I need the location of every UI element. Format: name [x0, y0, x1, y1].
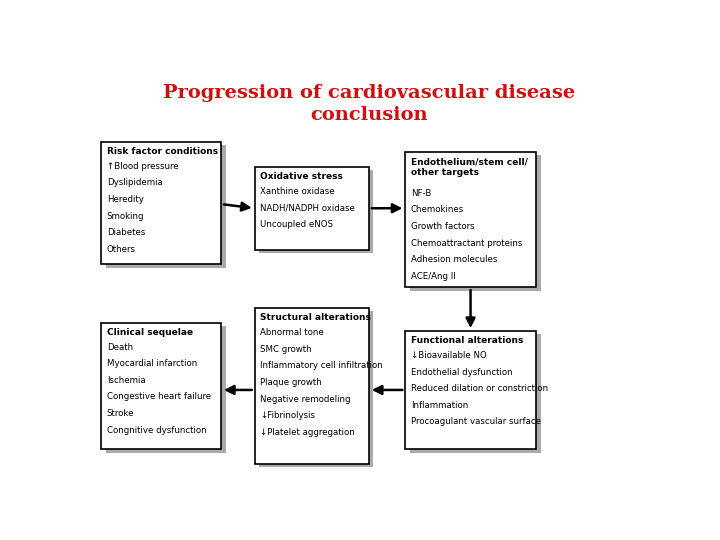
- Text: Congestive heart failure: Congestive heart failure: [107, 393, 211, 401]
- Text: Chemoattractant proteins: Chemoattractant proteins: [411, 239, 522, 248]
- Text: Progression of cardiovascular disease
conclusion: Progression of cardiovascular disease co…: [163, 84, 575, 124]
- Bar: [106, 326, 225, 453]
- Text: Inflammation: Inflammation: [411, 401, 468, 410]
- Text: Xanthine oxidase: Xanthine oxidase: [260, 187, 335, 195]
- Text: ↓Platelet aggregation: ↓Platelet aggregation: [260, 428, 355, 437]
- Text: Negative remodeling: Negative remodeling: [260, 395, 351, 403]
- Text: ACE/Ang II: ACE/Ang II: [411, 272, 456, 281]
- Text: Myocardial infarction: Myocardial infarction: [107, 359, 197, 368]
- Text: Smoking: Smoking: [107, 212, 144, 220]
- Text: Functional alterations: Functional alterations: [411, 336, 523, 345]
- Text: Chemokines: Chemokines: [411, 205, 464, 214]
- Bar: [410, 156, 541, 291]
- Text: Ischemia: Ischemia: [107, 376, 145, 385]
- Text: ↓Fibrinolysis: ↓Fibrinolysis: [260, 411, 315, 420]
- Bar: [101, 141, 221, 265]
- Text: Plaque growth: Plaque growth: [260, 378, 322, 387]
- Bar: [101, 322, 221, 449]
- Text: Inflammatory cell infiltration: Inflammatory cell infiltration: [260, 361, 383, 370]
- Text: Heredity: Heredity: [107, 195, 143, 204]
- Text: Clinical sequelae: Clinical sequelae: [107, 328, 193, 337]
- Text: ↓Bioavailable NO: ↓Bioavailable NO: [411, 351, 487, 360]
- Bar: [259, 312, 374, 467]
- Bar: [259, 170, 374, 253]
- Text: ↑Blood pressure: ↑Blood pressure: [107, 161, 179, 171]
- Text: Uncoupled eNOS: Uncoupled eNOS: [260, 220, 333, 229]
- Text: Adhesion molecules: Adhesion molecules: [411, 255, 498, 264]
- Text: Risk factor conditions: Risk factor conditions: [107, 147, 218, 156]
- Bar: [405, 331, 536, 449]
- Bar: [255, 308, 369, 464]
- Text: Structural alterations: Structural alterations: [260, 313, 371, 322]
- Text: Endothelial dysfunction: Endothelial dysfunction: [411, 368, 513, 376]
- Bar: [410, 334, 541, 453]
- Bar: [405, 152, 536, 287]
- Text: Abnormal tone: Abnormal tone: [260, 328, 324, 337]
- Text: Congnitive dysfunction: Congnitive dysfunction: [107, 426, 207, 435]
- Bar: [106, 145, 225, 268]
- Text: Stroke: Stroke: [107, 409, 134, 418]
- Text: SMC growth: SMC growth: [260, 345, 312, 354]
- Bar: [255, 167, 369, 250]
- Text: Death: Death: [107, 342, 133, 352]
- Text: Diabetes: Diabetes: [107, 228, 145, 237]
- Text: Oxidative stress: Oxidative stress: [260, 172, 343, 181]
- Text: Others: Others: [107, 245, 136, 254]
- Text: Endothelium/stem cell/
other targets: Endothelium/stem cell/ other targets: [411, 158, 528, 177]
- Text: NF-B: NF-B: [411, 188, 431, 198]
- Text: Procoagulant vascular surface: Procoagulant vascular surface: [411, 417, 541, 427]
- Text: Reduced dilation or constriction: Reduced dilation or constriction: [411, 384, 548, 393]
- Text: Dyslipidemia: Dyslipidemia: [107, 178, 163, 187]
- Text: Growth factors: Growth factors: [411, 222, 474, 231]
- Text: NADH/NADPH oxidase: NADH/NADPH oxidase: [260, 203, 355, 212]
